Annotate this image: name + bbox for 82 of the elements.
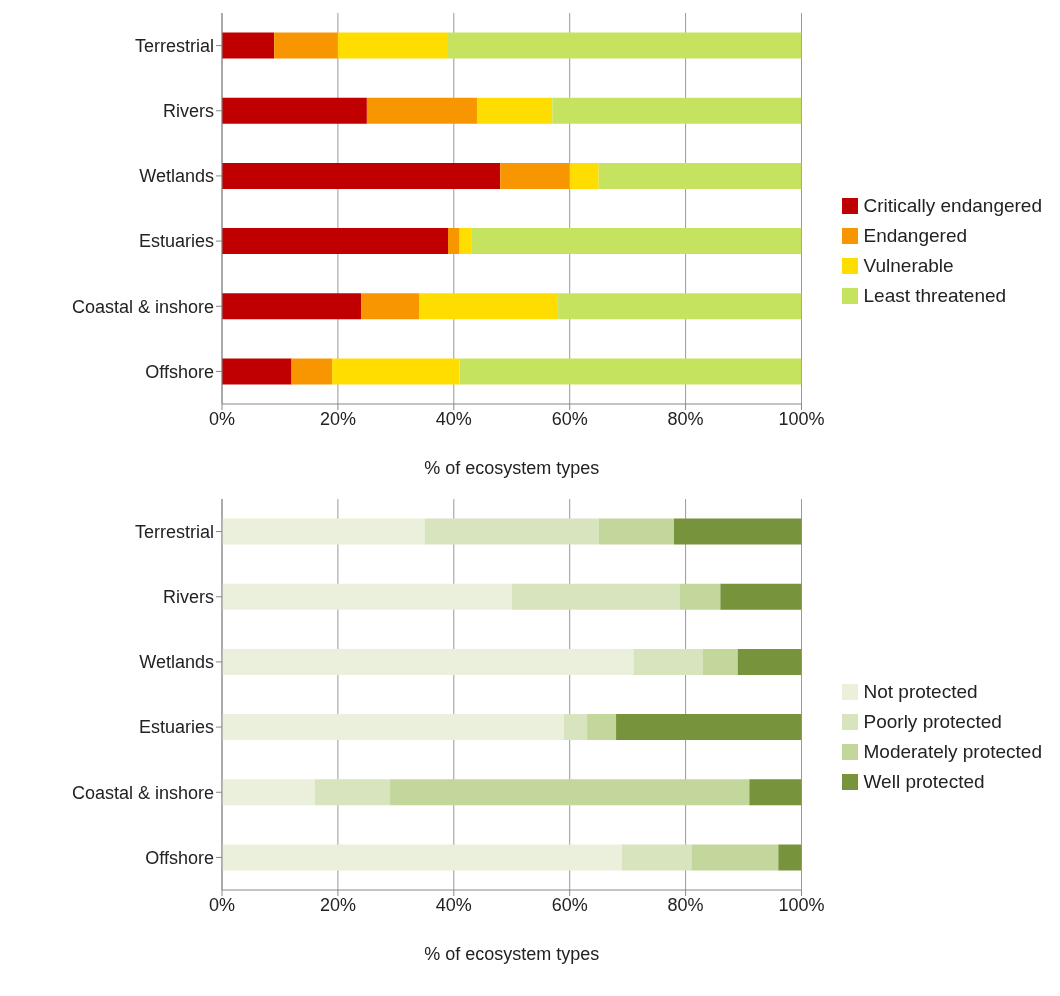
y-tick-label: Wetlands [139, 166, 214, 187]
bar [459, 358, 802, 385]
bar [222, 714, 564, 741]
bar [448, 228, 460, 255]
y-tick-label: Rivers [162, 587, 214, 608]
bar [702, 648, 738, 675]
legend-label: Moderately protected [863, 740, 1042, 764]
x-tick-label: 100% [778, 408, 825, 429]
bar [222, 162, 501, 189]
y-tick-label: Wetlands [139, 652, 214, 673]
bar [222, 293, 362, 320]
x-tick-label: 60% [551, 894, 588, 915]
y-tick-label: Estuaries [138, 231, 214, 252]
bar [448, 32, 802, 59]
bar [598, 162, 802, 189]
bar [274, 32, 338, 59]
bar [222, 844, 622, 871]
bar [424, 518, 599, 545]
bar [314, 779, 391, 806]
y-tick-label: Coastal & inshore [71, 782, 214, 803]
x-tick-label: 0% [208, 408, 236, 429]
bar [569, 162, 599, 189]
legend-label: Poorly protected [863, 710, 1002, 734]
x-tick-label: 60% [551, 408, 588, 429]
bar [222, 518, 425, 545]
x-tick-label: 40% [435, 894, 472, 915]
bar [691, 844, 779, 871]
bar [621, 844, 692, 871]
x-axis-title: % of ecosystem types [424, 458, 600, 478]
bar [332, 358, 460, 385]
y-tick-label: Offshore [145, 847, 214, 868]
bar [749, 779, 802, 806]
x-tick-label: 80% [667, 408, 704, 429]
y-tick-label: Offshore [145, 361, 214, 382]
bar [471, 228, 802, 255]
bar [222, 358, 292, 385]
bar [222, 228, 449, 255]
bar [222, 32, 275, 59]
bar [616, 714, 802, 741]
legend-label: Critically endangered [863, 194, 1042, 218]
x-tick-label: 40% [435, 408, 472, 429]
y-tick-label: Rivers [162, 101, 214, 122]
bar [563, 714, 588, 741]
legend-label: Well protected [863, 770, 985, 794]
bar [552, 97, 802, 124]
bar [222, 779, 315, 806]
bar [222, 583, 512, 610]
x-tick-label: 0% [208, 894, 236, 915]
bar [679, 583, 721, 610]
bar [511, 583, 680, 610]
bar [558, 293, 802, 320]
x-tick-label: 20% [319, 894, 356, 915]
y-tick-label: Terrestrial [134, 35, 214, 56]
bar [720, 583, 802, 610]
x-tick-label: 80% [667, 894, 704, 915]
bar [674, 518, 802, 545]
y-tick-label: Terrestrial [134, 521, 214, 542]
x-axis-title: % of ecosystem types [424, 944, 600, 964]
bar [390, 779, 750, 806]
y-tick-label: Estuaries [138, 717, 214, 738]
bar [778, 844, 802, 871]
bar [500, 162, 570, 189]
bar [337, 32, 449, 59]
x-tick-label: 20% [319, 408, 356, 429]
bar [366, 97, 477, 124]
bar [459, 228, 472, 255]
bar [222, 97, 367, 124]
bar [598, 518, 675, 545]
legend-label: Not protected [863, 680, 978, 704]
bar [587, 714, 617, 741]
bar [419, 293, 559, 320]
bar [737, 648, 802, 675]
y-tick-label: Coastal & inshore [71, 296, 214, 317]
legend-label: Endangered [863, 224, 968, 248]
x-tick-label: 100% [778, 894, 825, 915]
bar [291, 358, 333, 385]
legend-label: Least threatened [863, 284, 1007, 308]
legend-label: Vulnerable [863, 254, 954, 278]
bar [361, 293, 420, 320]
bar [222, 648, 634, 675]
bar [633, 648, 703, 675]
bar [476, 97, 553, 124]
